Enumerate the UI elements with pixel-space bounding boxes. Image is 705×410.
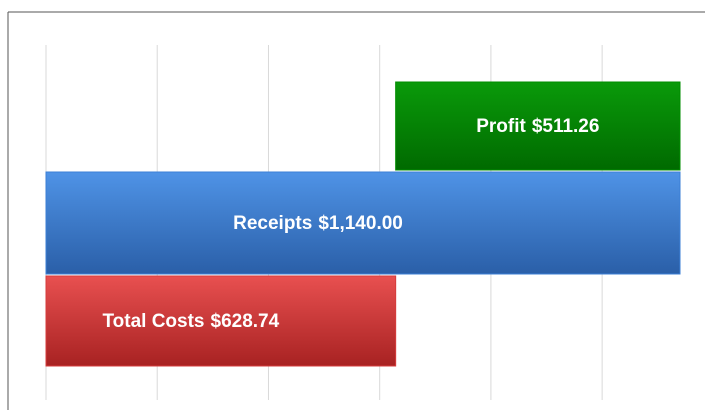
bar [395,81,681,171]
bar [45,275,397,367]
bar [45,171,681,275]
bar-label: Total Costs $628.74 [102,311,279,332]
value-label: $1,140.00 [318,213,403,234]
bar-label: Receipts $1,140.00 [233,213,403,234]
category-label: Receipts [233,213,312,234]
bar-label: Profit $511.26 [476,116,599,137]
category-label: Profit [476,116,526,137]
category-label: Total Costs [102,311,204,332]
value-label: $628.74 [211,311,280,332]
value-label: $511.26 [532,116,600,137]
